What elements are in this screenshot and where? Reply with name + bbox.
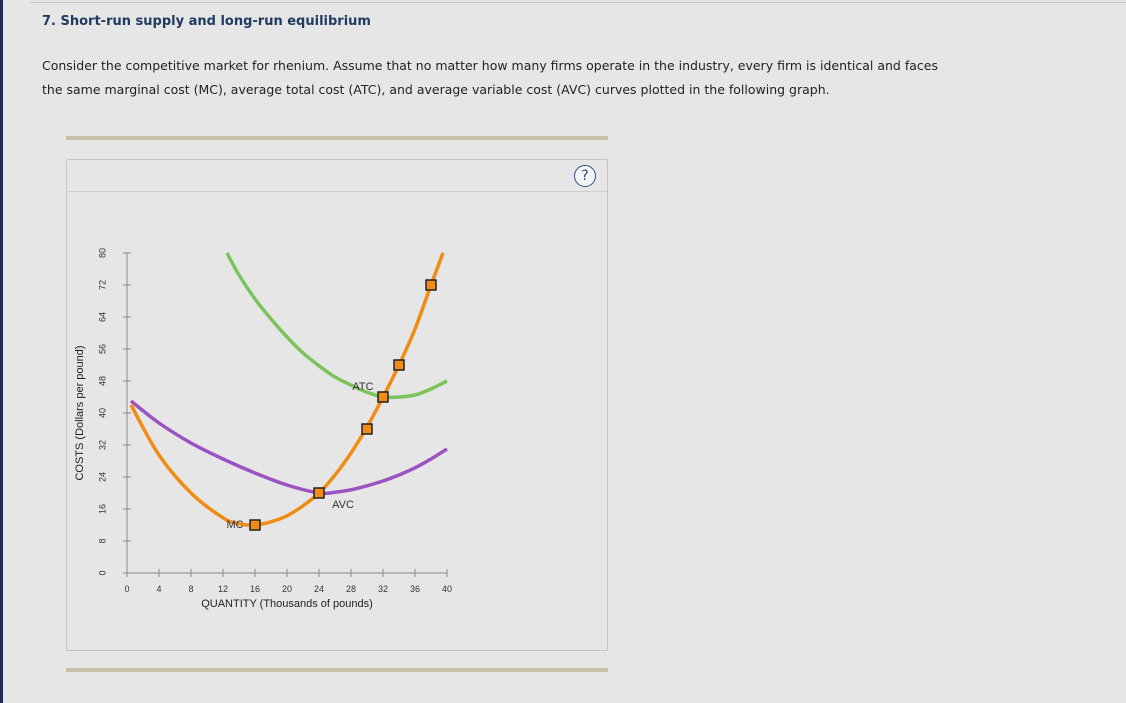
question-intro: Consider the competitive market for rhen… [42, 58, 938, 97]
y-tick-label: 8 [97, 538, 107, 543]
y-tick-label: 16 [97, 504, 107, 514]
y-tick-label: 0 [97, 570, 107, 575]
mc-curve-label: MC [226, 519, 243, 531]
graph-top-band [66, 136, 608, 140]
mc-point-marker[interactable] [377, 391, 389, 403]
panel-header-divider [67, 191, 607, 192]
x-tick-label: 24 [314, 584, 324, 594]
x-tick-label: 40 [442, 584, 452, 594]
x-tick-label: 28 [346, 584, 356, 594]
question-title: 7. Short-run supply and long-run equilib… [42, 14, 371, 29]
x-tick-label: 32 [378, 584, 388, 594]
mc-point-marker[interactable] [313, 487, 325, 499]
top-divider [30, 2, 1126, 3]
x-tick-label: 4 [156, 584, 161, 594]
mc-point-marker[interactable] [361, 423, 373, 435]
x-tick-label: 0 [124, 584, 129, 594]
mc-point-marker[interactable] [249, 519, 261, 531]
graph-bottom-band [66, 668, 608, 672]
y-tick-label: 32 [97, 440, 107, 450]
y-tick-label: 48 [97, 376, 107, 386]
y-tick-label: 80 [97, 248, 107, 258]
graph-panel[interactable]: ? 0 8 16 24 32 40 48 56 64 72 80 0 4 8 12 16 20 24 28 32 36 4… [66, 159, 608, 651]
y-tick-label: 24 [97, 472, 107, 482]
avc-curve [129, 399, 448, 496]
y-tick-label: 56 [97, 344, 107, 354]
atc-curve [225, 252, 448, 400]
x-tick-label: 36 [410, 584, 420, 594]
y-tick-label: 72 [97, 280, 107, 290]
mc-point-marker[interactable] [425, 279, 437, 291]
y-tick-label: 64 [97, 312, 107, 322]
left-accent-bar [0, 0, 3, 703]
mc-point-marker[interactable] [393, 359, 405, 371]
x-tick-label: 16 [250, 584, 260, 594]
x-tick-label: 8 [188, 584, 193, 594]
avc-curve-label: AVC [332, 499, 354, 511]
atc-curve-label: ATC [352, 381, 373, 393]
y-axis-title: COSTS (Dollars per pound) [74, 345, 86, 480]
help-icon[interactable]: ? [574, 165, 596, 187]
x-axis-title: QUANTITY (Thousands of pounds) [201, 598, 373, 610]
x-tick-label: 12 [218, 584, 228, 594]
x-tick-label: 20 [282, 584, 292, 594]
y-tick-label: 40 [97, 408, 107, 418]
